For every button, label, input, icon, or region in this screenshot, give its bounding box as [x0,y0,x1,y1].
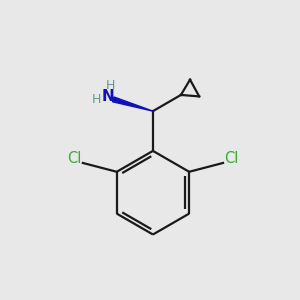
Text: N: N [101,89,114,104]
Text: H: H [92,93,101,106]
Polygon shape [112,97,153,111]
Text: Cl: Cl [68,151,82,166]
Text: H: H [106,79,115,92]
Text: Cl: Cl [224,151,238,166]
